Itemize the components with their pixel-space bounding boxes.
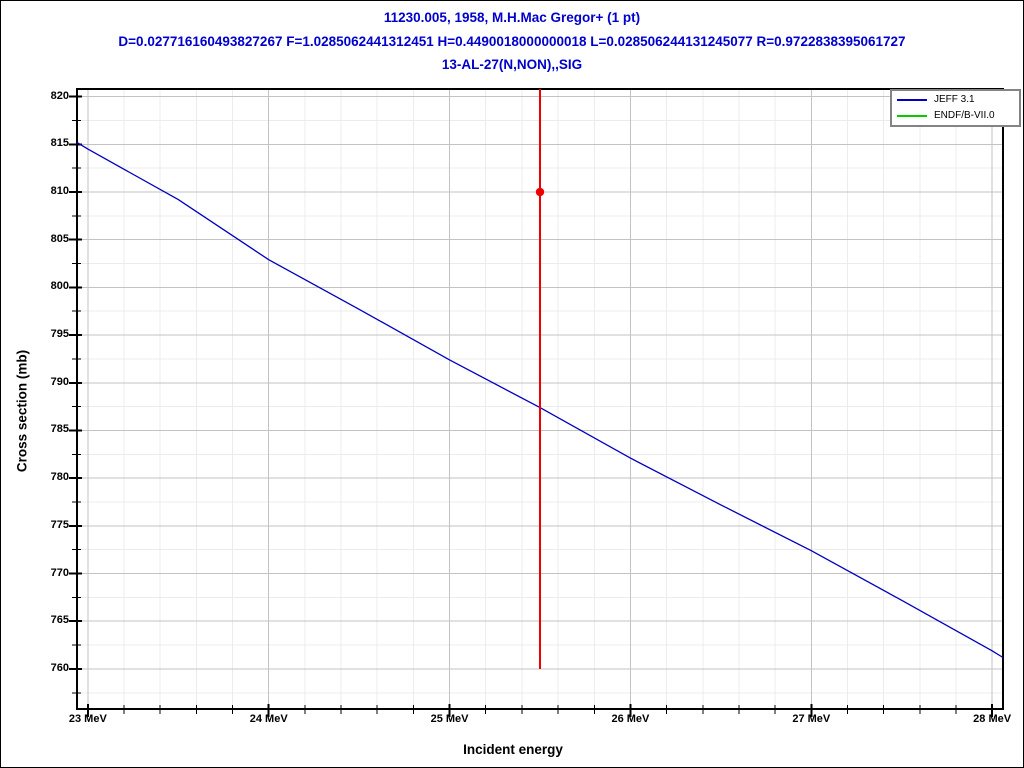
legend-label: ENDF/B-VII.0 [934,109,995,121]
legend-line-sample [897,99,927,102]
x-tick-label: 25 MeV [430,713,469,725]
y-tick-label: 780 [50,471,69,484]
y-tick-label: 765 [50,614,69,627]
y-tick-label: 810 [50,185,69,197]
x-tick-label: 23 MeV [68,713,107,725]
y-tick-label: 775 [50,518,69,531]
y-tick-label: 805 [50,232,69,245]
y-axis-title: Cross section (mb) [14,349,30,473]
chart-title-line1: 11230.005, 1958, M.H.Mac Gregor+ (1 pt) [383,10,641,25]
x-tick-label: 27 MeV [792,713,831,725]
y-tick-label: 820 [50,89,69,102]
y-tick-label: 760 [50,661,69,674]
y-tick-label: 770 [50,566,69,579]
y-tick-label: 795 [50,328,69,341]
legend-line-sample [897,114,927,117]
legend-entry-jeff-3-1: JEFF 3.1 [897,93,1014,107]
x-axis-title: Incident energy [463,742,563,757]
legend: JEFF 3.1 ENDF/B-VII.0 [890,89,1021,127]
y-tick-label: 815 [50,137,69,150]
chart-title-reaction-line: 13-AL-27(N,NON),,SIG [441,57,583,72]
exp-point-marker [535,187,545,197]
legend-label: JEFF 3.1 [934,94,975,106]
x-tick-label: 26 MeV [611,713,650,725]
chart-title-stats-line: D=0.027716160493827267 F=1.0285062441312… [118,34,906,49]
y-tick-label: 790 [50,375,69,388]
legend-entry-endf-b-vii-0: ENDF/B-VII.0 [897,109,1014,123]
y-tick-label: 785 [50,423,69,436]
x-tick-label: 28 MeV [973,713,1012,725]
y-tick-label: 800 [50,280,69,293]
x-tick-label: 24 MeV [249,713,288,725]
